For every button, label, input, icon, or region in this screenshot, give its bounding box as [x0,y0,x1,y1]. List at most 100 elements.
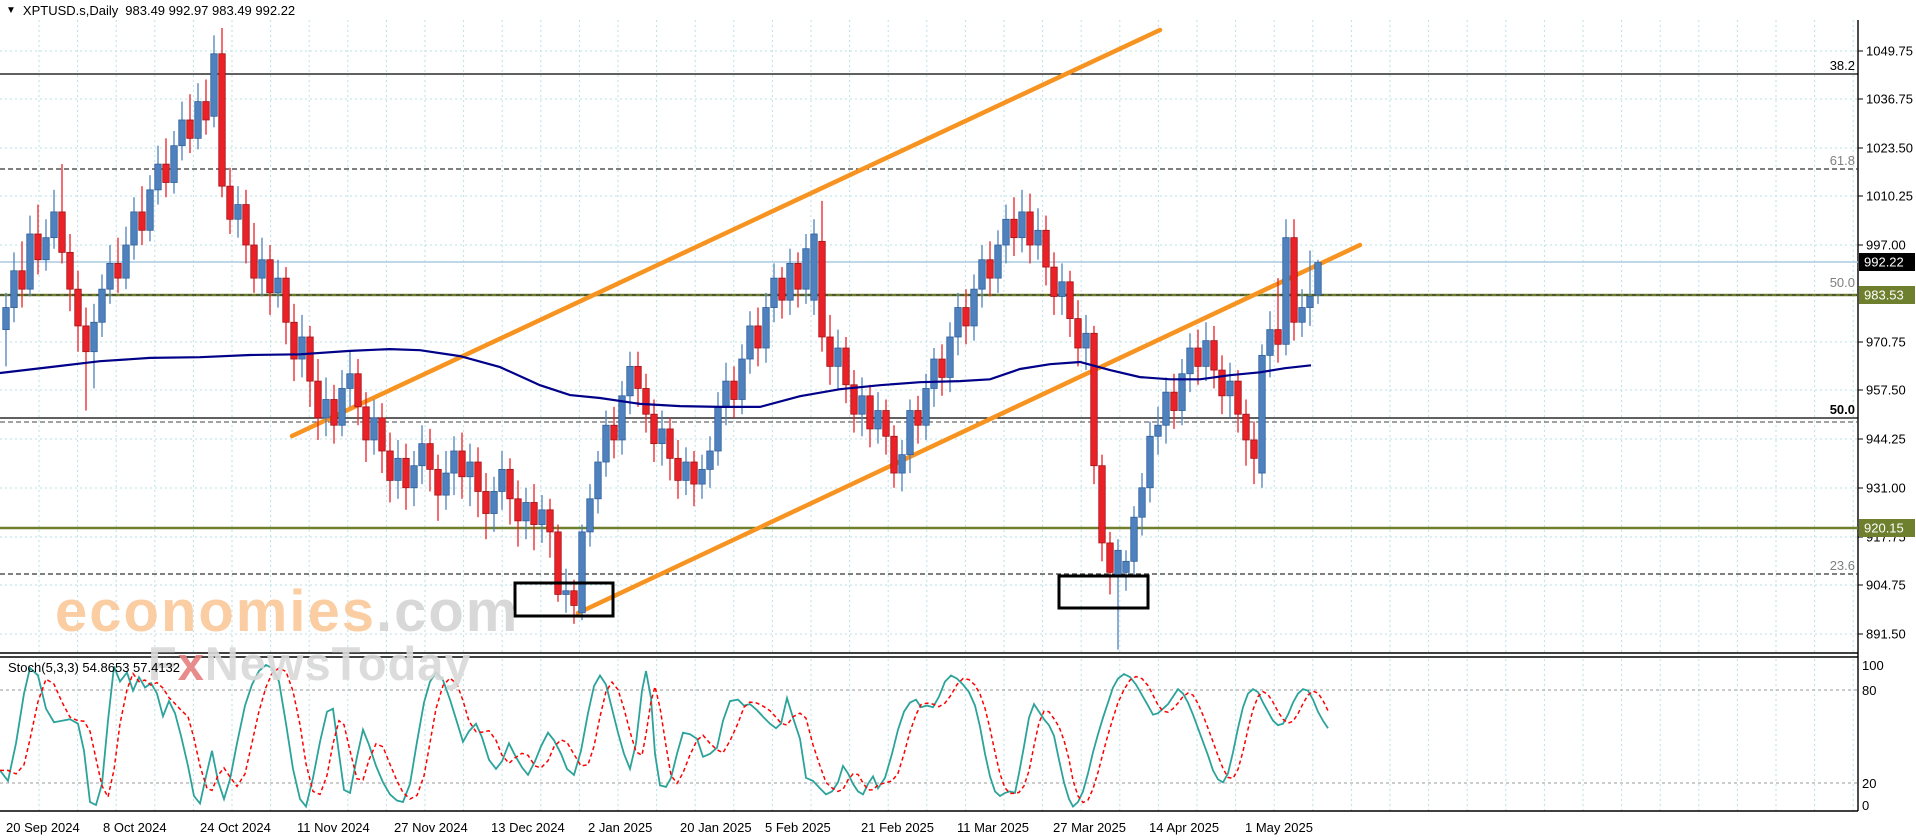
date-label[interactable]: 24 Oct 2024 [200,820,271,835]
date-label[interactable]: 27 Nov 2024 [394,820,468,835]
candle-body [1066,281,1074,319]
candle-body [50,211,58,239]
fib-level-label: 50.0 [1830,402,1855,417]
candle-body [834,347,842,367]
date-label[interactable]: 20 Sep 2024 [6,820,80,835]
date-label[interactable]: 13 Dec 2024 [491,820,565,835]
candle-body [738,358,746,400]
price-tick-label[interactable]: 1049.75 [1866,44,1913,59]
ohlc-values: 983.49 992.97 983.49 992.22 [125,3,296,18]
channel-upper[interactable] [289,27,1163,439]
candle-body [906,410,914,456]
date-label[interactable]: 11 Nov 2024 [297,820,370,835]
candle-body [730,380,738,400]
candle-body [602,424,610,463]
candle-body [954,307,962,338]
candle-body [666,428,674,459]
candle-body [482,491,490,514]
price-tick-label[interactable]: 944.25 [1866,432,1906,447]
watermark-x-icon: x [177,637,205,690]
date-label[interactable]: 1 May 2025 [1245,820,1313,835]
price-tick-label[interactable]: 1036.75 [1866,92,1913,107]
candle-body [138,211,146,231]
price-tick-label[interactable]: 970.75 [1866,335,1906,350]
candle-body [242,204,250,246]
symbol-label: XPTUSD.s,Daily [22,3,119,18]
stoch-scale-label[interactable]: 0 [1862,798,1869,813]
candle-body [898,454,906,474]
candle-body [970,288,978,327]
candle-body [586,498,594,533]
candle-body [994,244,1002,279]
stoch-scale-label[interactable]: 100 [1862,658,1884,673]
candle-body [594,461,602,500]
candle-body [922,388,930,426]
candle-body [210,53,218,117]
candle-body [58,211,66,253]
candle-body [1002,218,1010,246]
watermark-brand-suffix: .com [376,579,520,644]
candle-body [2,307,10,331]
candle-body [1010,218,1018,239]
candle-body [82,325,90,353]
candle-body [66,251,74,290]
candle-body [434,468,442,496]
resistance-level-badge-bg [1859,286,1915,304]
moving-average-line[interactable] [0,347,1312,408]
price-tick-label[interactable]: 931.00 [1866,481,1906,496]
candle-body [1058,281,1066,297]
candle-body [1202,340,1210,367]
candle-body [314,380,322,419]
candle-body [1186,347,1194,375]
candle-body [458,450,466,478]
candle-body [218,53,226,187]
support-level-badge-bg [1859,519,1915,537]
candle-body [90,321,98,353]
candle-body [842,347,850,386]
candle-body [1250,439,1258,459]
resistance-level-badge: 983.53 [1864,288,1904,303]
double-bottom-box-1[interactable] [513,581,615,618]
price-tick-label[interactable]: 904.75 [1866,578,1906,593]
candle-body [330,399,338,426]
candle-body [1162,391,1170,426]
price-tick-label[interactable]: 1010.25 [1866,189,1913,204]
candle-body [722,380,730,408]
price-tick-label[interactable]: 891.50 [1866,627,1906,642]
date-label[interactable]: 27 Mar 2025 [1053,820,1126,835]
symbol-dropdown-icon[interactable]: ▼ [6,4,16,16]
candle-body [1146,435,1154,489]
price-tick-label[interactable]: 957.50 [1866,383,1906,398]
candle-body [114,263,122,279]
date-label[interactable]: 5 Feb 2025 [765,820,831,835]
candle-body [874,410,882,430]
candle-body [450,450,458,474]
candle-body [1082,332,1090,349]
candle-body [402,457,410,489]
date-label[interactable]: 11 Mar 2025 [957,820,1029,835]
date-label[interactable]: 21 Feb 2025 [861,820,934,835]
date-label[interactable]: 2 Jan 2025 [588,820,652,835]
candle-body [202,101,210,121]
candle-body [530,502,538,525]
candle-body [306,336,314,382]
candle-body [226,185,234,220]
candle-body [370,417,378,441]
stoch-scale-label[interactable]: 80 [1862,683,1876,698]
candle-body [106,263,114,290]
double-bottom-box-2[interactable] [1057,574,1150,610]
price-tick-label[interactable]: 1023.50 [1866,141,1913,156]
chart-title: ▼ XPTUSD.s,Daily 983.49 992.97 983.49 992.… [6,3,295,18]
candle-body [634,365,642,389]
date-label[interactable]: 14 Apr 2025 [1149,820,1219,835]
channel-lower[interactable] [575,242,1363,616]
candle-body [1122,560,1130,573]
candle-body [866,395,874,430]
candle-body [1314,262,1322,296]
stoch-scale-label[interactable]: 20 [1862,776,1876,791]
date-label[interactable]: 20 Jan 2025 [680,820,752,835]
date-label[interactable]: 8 Oct 2024 [103,820,167,835]
price-tick-label[interactable]: 997.00 [1866,238,1906,253]
